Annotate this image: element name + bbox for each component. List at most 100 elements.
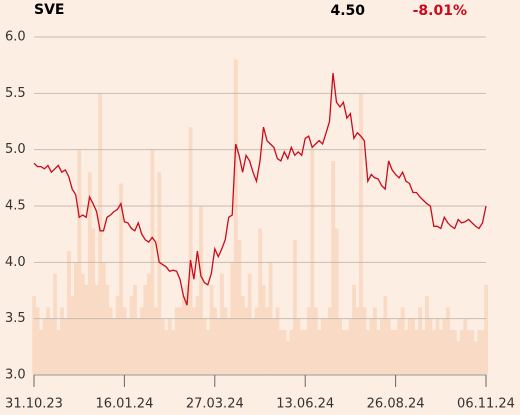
volume-bar <box>359 93 363 375</box>
volume-bar <box>463 318 468 375</box>
volume-bar <box>306 307 311 375</box>
volume-bar <box>174 307 179 375</box>
volume-bar <box>188 127 193 375</box>
volume-bar <box>327 307 332 375</box>
volume-bar <box>452 329 457 375</box>
volume-bar <box>223 307 228 375</box>
volume-bar <box>397 318 402 375</box>
volume-bar <box>317 329 322 375</box>
volume-bar <box>70 296 75 375</box>
volume-bar <box>87 172 92 375</box>
volume-bar <box>386 318 391 375</box>
x-tick-label: 16.01.24 <box>95 397 153 412</box>
volume-bar <box>247 273 252 375</box>
volume-bar <box>251 318 256 375</box>
volume-bar <box>119 183 123 375</box>
volume-bar <box>279 329 283 375</box>
volume-bar <box>373 307 377 375</box>
volume-bar <box>446 307 450 375</box>
volume-bar <box>199 206 203 375</box>
volume-bar <box>46 307 50 375</box>
volume-bar <box>133 284 137 375</box>
volume-bar <box>157 172 162 375</box>
volume-bar <box>60 307 64 375</box>
volume-bar <box>289 329 294 375</box>
volume-bar <box>35 307 40 375</box>
volume-bar <box>160 318 165 375</box>
volume-bar <box>383 296 388 375</box>
volume-bar <box>240 296 245 375</box>
volume-bar <box>477 329 482 375</box>
volume-bar <box>421 329 426 375</box>
volume-bar <box>209 284 214 375</box>
y-tick-label: 4.5 <box>5 199 26 214</box>
volume-bar <box>293 239 297 375</box>
volume-bar <box>32 296 37 375</box>
volume-bar <box>414 329 419 375</box>
volume-bar <box>341 329 346 375</box>
volume-bar <box>369 318 374 375</box>
volume-bar <box>115 296 120 375</box>
volume-bar <box>331 160 336 375</box>
volume-bar <box>348 318 353 375</box>
volume-bar <box>484 284 489 375</box>
volume-bar <box>91 228 96 375</box>
volume-bar <box>334 228 339 375</box>
ticker: SVE <box>34 2 64 18</box>
volume-bar <box>428 318 433 375</box>
volume-bar <box>299 329 304 375</box>
volume-bar <box>171 329 176 375</box>
volume-bar <box>181 296 186 375</box>
x-tick-label: 27.03.24 <box>186 397 244 412</box>
volume-bar <box>94 284 99 375</box>
volume-bar <box>296 318 301 375</box>
volume-bar <box>164 329 169 375</box>
volume-bar <box>206 329 210 375</box>
volume-bar <box>473 341 478 375</box>
y-tick-label: 6.0 <box>5 30 26 45</box>
volume-bar <box>258 228 263 375</box>
price-change: -8.01% <box>413 3 467 19</box>
volume-bar <box>362 307 367 375</box>
volume-bar <box>435 318 440 375</box>
volume-bar <box>275 307 280 375</box>
volume-bar <box>320 318 325 375</box>
volume-bar <box>105 284 110 375</box>
volume-bar <box>122 307 127 375</box>
volume-bar <box>459 329 464 375</box>
volume-bar <box>39 329 43 375</box>
volume-bar <box>185 284 190 375</box>
volume-bar <box>432 329 436 375</box>
volume-bar <box>366 329 370 375</box>
volume-bar <box>244 307 249 375</box>
volume-bar <box>338 318 343 375</box>
volume-bar <box>324 318 329 375</box>
volume-bar <box>140 307 144 375</box>
volume-bar <box>98 93 103 375</box>
volume-bar <box>108 307 113 375</box>
volume-bar <box>216 318 221 375</box>
volume-bar <box>313 307 318 375</box>
volume-bar <box>390 329 395 375</box>
volume-bar <box>272 318 276 375</box>
x-tick-label: 13.06.24 <box>276 397 334 412</box>
volume-bar <box>425 296 429 375</box>
volume-bar <box>282 329 287 375</box>
y-tick-label: 5.0 <box>5 142 26 157</box>
last-price: 4.50 <box>330 3 365 19</box>
volume-bar <box>167 318 172 375</box>
volume-bar <box>202 318 207 375</box>
volume-bar <box>53 273 57 375</box>
volume-bar <box>112 318 117 375</box>
x-tick-label: 26.08.24 <box>367 397 425 412</box>
volume-bar <box>456 341 461 375</box>
volume-bar <box>261 284 266 375</box>
volume-bar <box>355 307 360 375</box>
volume-bar <box>84 284 89 375</box>
volume-bar <box>404 329 409 375</box>
volume-bar <box>400 307 405 375</box>
volume-bar <box>442 318 447 375</box>
volume-bar <box>254 307 259 375</box>
volume-bar <box>376 329 381 375</box>
